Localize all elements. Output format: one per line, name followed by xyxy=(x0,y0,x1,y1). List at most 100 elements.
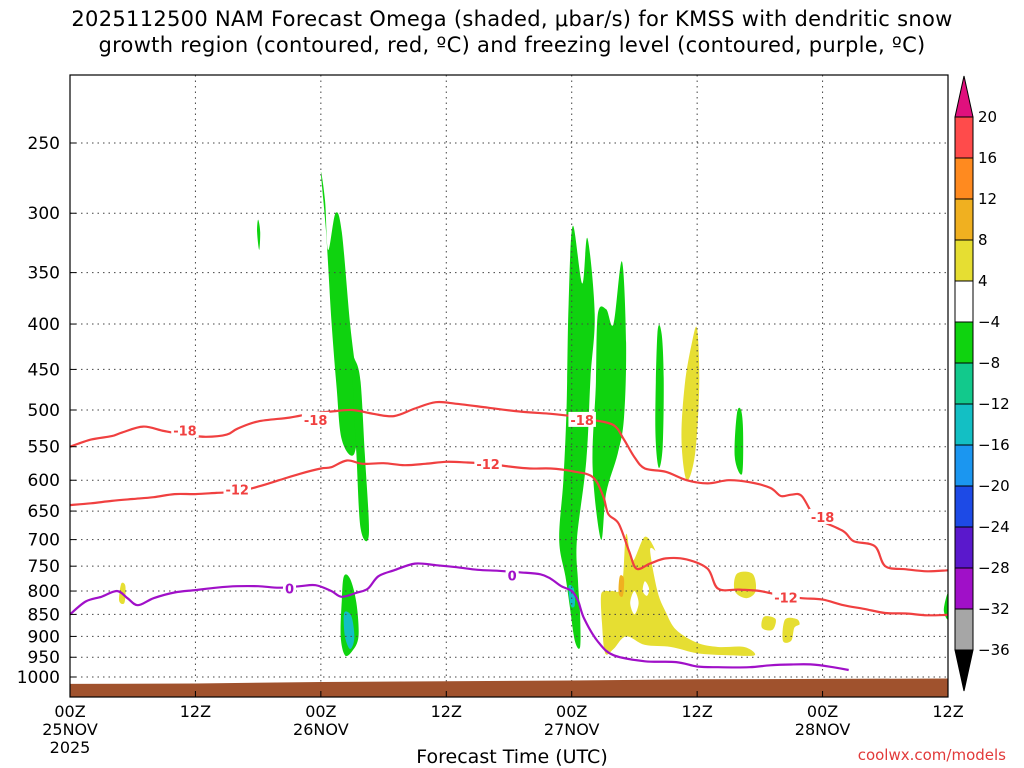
colorbar-bin xyxy=(954,362,974,405)
omega-shading-region xyxy=(733,571,757,599)
colorbar-label: −24 xyxy=(978,518,1010,536)
y-tick-label: 500 xyxy=(28,401,60,421)
omega-shading-region xyxy=(642,581,650,596)
y-tick-label: 950 xyxy=(28,648,60,668)
omega-shading-region xyxy=(592,261,627,540)
colorbar-bin xyxy=(954,198,974,241)
contour-label-bg xyxy=(808,508,837,524)
colorbar-arrow-bottom xyxy=(954,649,974,692)
x-tick-label: 00Z xyxy=(54,702,85,721)
colorbar-bin xyxy=(954,608,974,651)
colorbar-label: −12 xyxy=(978,395,1010,413)
contour-line-0 xyxy=(70,562,849,672)
credit-link[interactable]: coolwx.com/models xyxy=(857,746,1006,764)
contour-label: -18 xyxy=(811,511,835,526)
x-tick-label: 00Z xyxy=(556,702,587,721)
chart-title-line1: 2025112500 NAM Forecast Omega (shaded, μ… xyxy=(71,7,953,31)
omega-shading-region xyxy=(655,324,664,468)
colorbar-bin xyxy=(954,444,974,487)
colorbar-label: −8 xyxy=(978,354,1000,372)
ground-fill xyxy=(70,678,948,697)
contour-label: 0 xyxy=(508,569,517,584)
y-tick-label: 1000 xyxy=(17,668,60,688)
contour-label-bg xyxy=(223,481,251,497)
colorbar-label: −16 xyxy=(978,436,1010,454)
contour-label-bg xyxy=(505,567,519,583)
contour-line--18 xyxy=(70,400,948,573)
colorbar-bin xyxy=(954,280,974,323)
contour-line--12 xyxy=(70,459,948,617)
omega-shading-region xyxy=(559,225,595,649)
y-tick-label: 650 xyxy=(28,502,60,522)
contour-label: -18 xyxy=(570,414,594,429)
omega-shading-region xyxy=(257,219,261,250)
contour-labels: -18 -18 -18 -18 -12 -12 -12 0 0 xyxy=(171,411,837,606)
x-tick-label: 12Z xyxy=(431,702,462,721)
x-tick-label: 12Z xyxy=(180,702,211,721)
x-tick-label: 12Z xyxy=(681,702,712,721)
contour-label-bg xyxy=(568,411,596,427)
omega-shading-region xyxy=(320,171,359,456)
x-axis-title: Forecast Time (UTC) xyxy=(416,746,608,768)
colorbar-label: 16 xyxy=(978,149,997,167)
omega-shading-region xyxy=(618,575,625,598)
contour-label-bg xyxy=(301,411,330,427)
colorbar-bin xyxy=(954,157,974,200)
omega-shading-region xyxy=(734,407,744,475)
x-tick-date: 27NOV xyxy=(544,720,600,739)
contour-label: 0 xyxy=(285,583,294,598)
contour-label-bg xyxy=(772,589,800,605)
y-tick-label: 300 xyxy=(28,204,60,224)
colorbar-label: −28 xyxy=(978,559,1010,577)
x-tick-label: 12Z xyxy=(932,702,963,721)
omega-shading-region xyxy=(782,617,800,643)
colorbar-label: 4 xyxy=(978,272,988,290)
contour-label-bg xyxy=(171,422,199,438)
y-tick-label: 600 xyxy=(28,471,60,491)
y-tick-label: 700 xyxy=(28,531,60,551)
contour-label: -12 xyxy=(476,458,500,473)
colorbar-bin xyxy=(954,116,974,159)
gridlines xyxy=(69,75,949,697)
x-tick-date: 25NOV xyxy=(42,720,98,739)
contour-label-bg xyxy=(282,580,297,596)
contour-label: -18 xyxy=(304,414,328,429)
colorbar-label: −4 xyxy=(978,313,1000,331)
colorbar-bin xyxy=(954,403,974,446)
colorbar-bin xyxy=(954,526,974,569)
y-tick-label: 900 xyxy=(28,627,60,647)
colorbar-bin xyxy=(954,567,974,610)
omega-shading-region xyxy=(761,616,776,631)
y-tick-label: 450 xyxy=(28,360,60,380)
chart-title-line2: growth region (contoured, red, ºC) and f… xyxy=(98,33,926,57)
x-tick-date: 26NOV xyxy=(293,720,349,739)
colorbar-label: −32 xyxy=(978,600,1010,618)
x-tick-label: 00Z xyxy=(305,702,336,721)
x-tick-date: 28NOV xyxy=(795,720,851,739)
x-tick-year: 2025 xyxy=(50,738,91,757)
y-tick-label: 350 xyxy=(28,264,60,284)
omega-shading-region xyxy=(943,593,948,620)
colorbar-label: 12 xyxy=(978,190,997,208)
colorbar-label: −20 xyxy=(978,477,1010,495)
colorbar-bin xyxy=(954,485,974,528)
contour-label: -12 xyxy=(225,484,249,499)
colorbar-arrow-top xyxy=(954,75,974,118)
chart-title: 2025112500 NAM Forecast Omega (shaded, μ… xyxy=(0,6,1024,58)
omega-shading-region xyxy=(600,533,756,656)
colorbar-label: −36 xyxy=(978,641,1010,659)
colorbar-bin xyxy=(954,239,974,282)
y-tick-label: 850 xyxy=(28,605,60,625)
y-tick-label: 750 xyxy=(28,557,60,577)
contour-label: -18 xyxy=(173,424,197,439)
omega-shading-layer xyxy=(119,171,948,657)
omega-shading-region xyxy=(352,355,369,542)
contour-layer xyxy=(70,400,948,672)
plot-frame xyxy=(69,74,949,698)
y-tick-label: 550 xyxy=(28,438,60,458)
y-tick-label: 800 xyxy=(28,582,60,602)
contour-label-bg xyxy=(474,455,502,471)
colorbar-label: 20 xyxy=(978,108,997,126)
